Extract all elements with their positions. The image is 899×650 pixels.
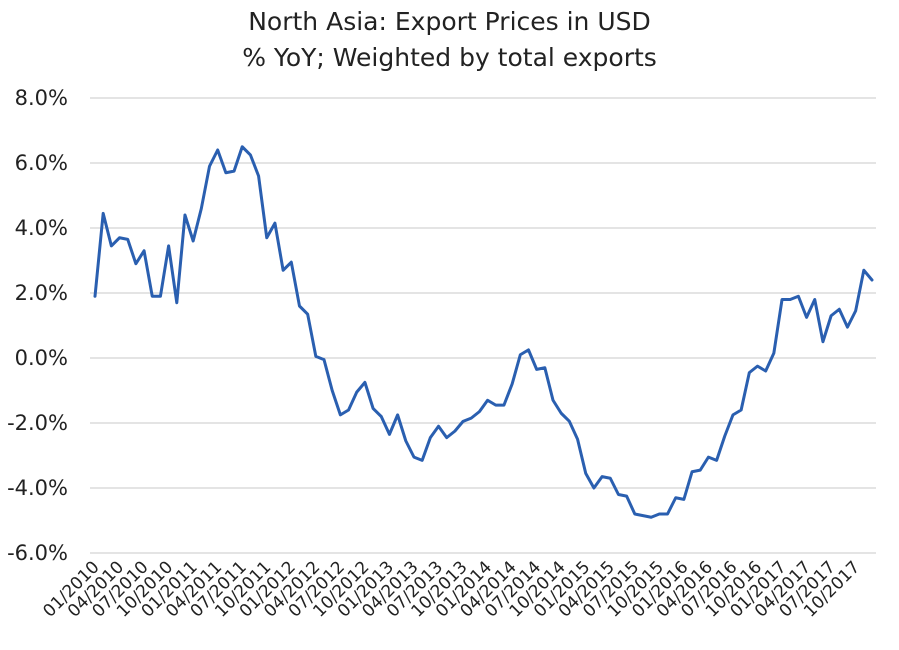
gridlines (90, 97, 876, 554)
chart-title: North Asia: Export Prices in USD (248, 7, 651, 36)
y-tick-label: -6.0% (7, 541, 68, 565)
y-tick-label: 2.0% (15, 281, 68, 305)
series-line (93, 145, 874, 519)
y-tick-label: -2.0% (7, 411, 68, 435)
x-axis-ticks: 01/201004/201007/201010/201001/201104/20… (39, 557, 864, 621)
y-tick-label: 4.0% (15, 216, 68, 240)
y-tick-label: 6.0% (15, 151, 68, 175)
y-tick-label: 0.0% (15, 346, 68, 370)
y-tick-label: 8.0% (15, 86, 68, 110)
y-axis-ticks: -6.0% -4.0% -2.0% 0.0% 2.0% 4.0% 6.0% 8.0% (7, 86, 68, 565)
chart-subtitle: % YoY; Weighted by total exports (242, 43, 657, 72)
series-lines (93, 145, 874, 519)
y-tick-label: -4.0% (7, 476, 68, 500)
